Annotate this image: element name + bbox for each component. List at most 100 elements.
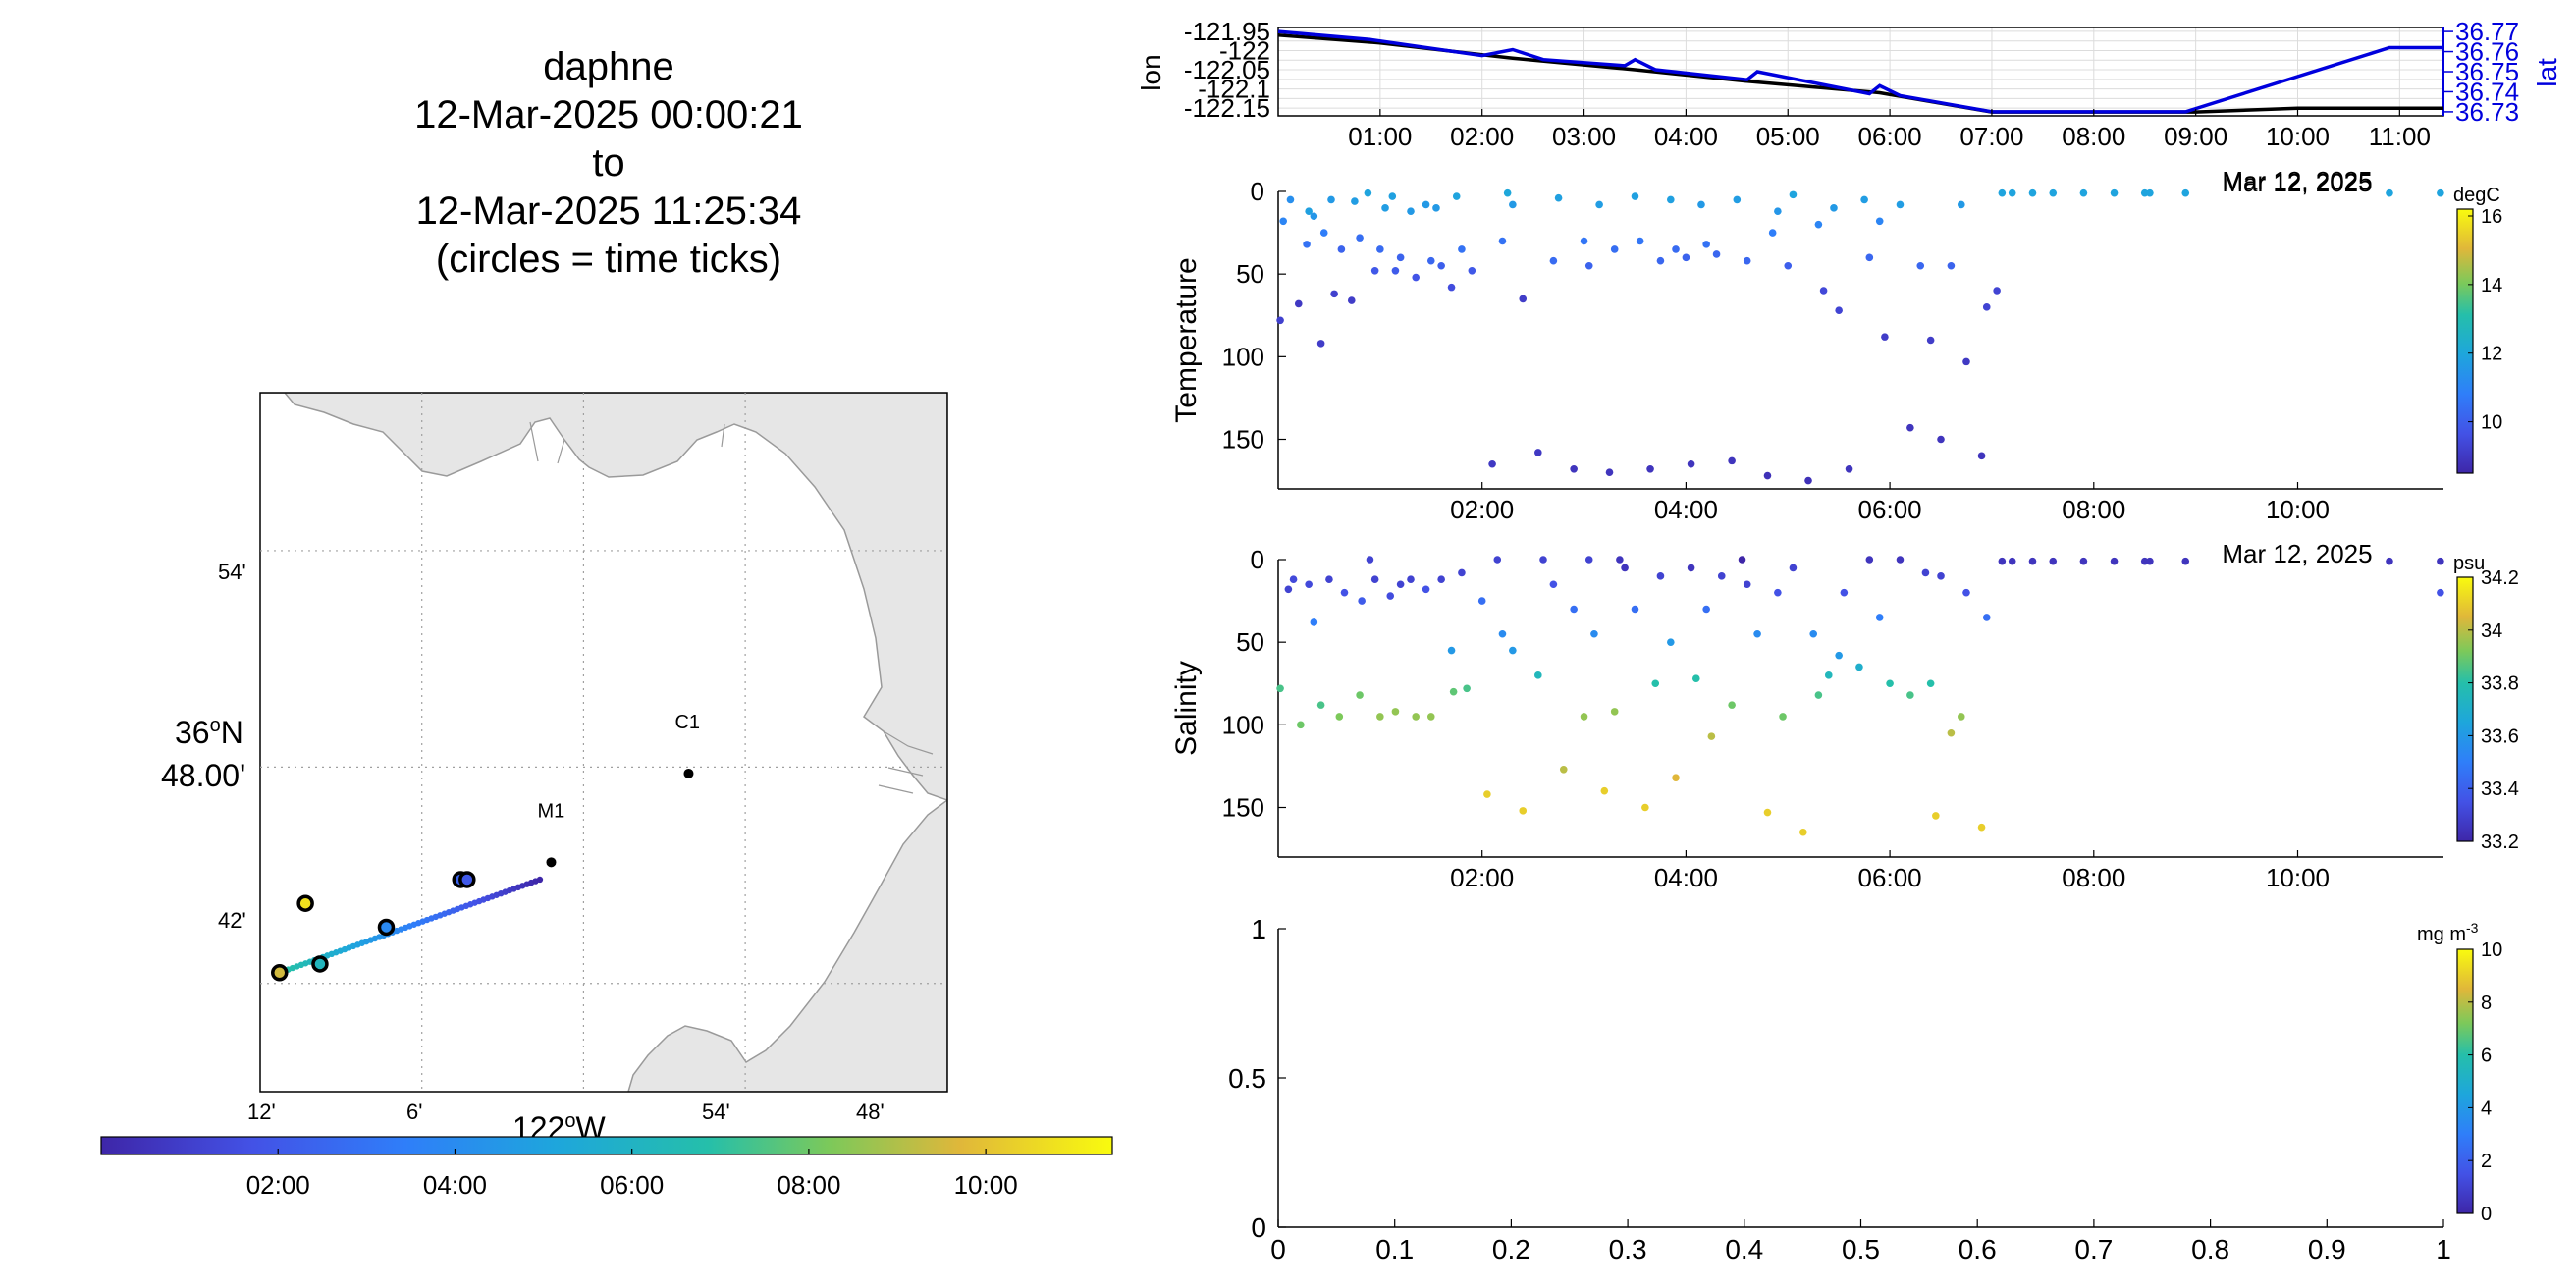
map-lon-tick-48: 48'	[856, 1100, 885, 1124]
salinity-data-point	[1982, 614, 1991, 621]
salinity-data-point	[1463, 684, 1471, 693]
temperature-data-point	[1303, 241, 1311, 248]
salinity-colorbar-label: 33.2	[2481, 832, 2519, 853]
map-grid	[260, 393, 947, 1092]
salinity-data-point	[1534, 671, 1542, 679]
lonlat-xtick-label: 01:00	[1348, 122, 1412, 151]
temperature-data-point	[1875, 217, 1884, 226]
temperature-data-point	[1337, 245, 1346, 253]
temperature-data-point	[1610, 245, 1619, 253]
temperature-data-point	[2181, 188, 2190, 197]
salinity-data-point	[2079, 557, 2088, 565]
temperature-data-point	[1962, 357, 1970, 366]
chl-ytick-label: 1	[1251, 914, 1266, 944]
temperature-data-point	[1396, 253, 1405, 262]
salinity-data-point	[1570, 605, 1578, 614]
lonlat-right-tick-label: 36.74	[2455, 77, 2519, 106]
salinity-data-point	[1580, 713, 1588, 721]
salinity-data-point	[1376, 713, 1384, 721]
temperature-xtick-label: 04:00	[1654, 495, 1718, 524]
temperature-data-point	[1906, 423, 1914, 432]
chl-xtick-label: 0	[1270, 1234, 1286, 1264]
salinity-axis-title: Salinity	[1170, 661, 1203, 756]
salinity-ytick-label: 100	[1222, 710, 1264, 739]
salinity-xtick-label: 02:00	[1450, 863, 1514, 892]
temperature-data-point	[1319, 229, 1328, 237]
temperature-data-point	[1896, 200, 1905, 209]
temperature-colorbar	[2456, 208, 2474, 474]
lonlat-left-axis-title: lon	[1136, 54, 1166, 90]
degree-symbol-lon: o	[564, 1110, 575, 1132]
map-track	[271, 871, 544, 982]
salinity-data-point	[1449, 687, 1458, 696]
salinity-data-point	[1809, 629, 1818, 638]
salinity-data-point	[1937, 572, 1945, 580]
salinity-data-point	[1896, 556, 1905, 564]
salinity-data-point	[1886, 679, 1894, 688]
temperature-data-point	[1789, 190, 1798, 199]
temperature-data-point	[1937, 435, 1945, 444]
temperature-xtick-label: 10:00	[2266, 495, 2330, 524]
salinity-data-point	[1814, 691, 1823, 699]
salinity-data-point	[1855, 663, 1863, 671]
temperature-data-point	[1819, 287, 1828, 295]
temperature-data-point	[1687, 459, 1695, 468]
chlorophyll-panel: 0 0.1 0.2 0.3 0.4 0.5 0.6 0.7 0.8 0.9 100.51024681…	[1228, 914, 2502, 1264]
salinity-data-point	[1998, 557, 2007, 565]
time-colorbar-tick-label: 04:00	[423, 1170, 487, 1200]
time-tick-circle	[311, 955, 329, 973]
temperature-data-point	[1697, 200, 1705, 209]
salinity-data-point	[1590, 629, 1598, 638]
map-lat-deg: 36	[175, 715, 210, 750]
lonlat-xtick-label: 03:00	[1552, 122, 1616, 151]
salinity-data-point	[1600, 786, 1609, 795]
salinity-data-point	[2049, 557, 2058, 565]
chl-colorbar-label: 10	[2481, 939, 2502, 961]
salinity-data-point	[1932, 812, 1940, 820]
salinity-data-point	[1549, 580, 1558, 589]
lonlat-ytick-label: -122.1	[1198, 75, 1270, 104]
salinity-colorbar-label: 33.4	[2481, 778, 2519, 800]
chl-xtick-label: 0.3	[1609, 1234, 1647, 1264]
station-label-c1: C1	[674, 712, 700, 733]
salinity-data-point	[1289, 575, 1298, 583]
temperature-data-point	[1993, 287, 2001, 295]
salinity-date-label: Mar 12, 2025	[2222, 539, 2372, 568]
temperature-data-point	[1310, 212, 1318, 221]
temperature-date-label: Mar 12, 2025	[2222, 166, 2372, 195]
temperature-data-point	[1351, 197, 1359, 205]
lonlat-xtick-label: 06:00	[1858, 122, 1922, 151]
temperature-data-point	[2079, 188, 2088, 197]
temperature-data-point	[1356, 234, 1364, 242]
salinity-data-point	[1584, 556, 1593, 564]
temperature-data-point	[1549, 256, 1558, 265]
temperature-data-point	[1672, 245, 1680, 253]
salinity-ytick-label: 0	[1251, 545, 1264, 574]
salinity-colorbar-label: 34.2	[2481, 567, 2519, 589]
chl-xtick-label: 0.2	[1492, 1234, 1530, 1264]
temperature-data-point	[1743, 256, 1751, 265]
salinity-data-point	[1875, 614, 1884, 621]
salinity-data-point	[1774, 588, 1782, 597]
temperature-ytick-label: 50	[1236, 259, 1264, 289]
salinity-ytick-label: 50	[1236, 627, 1264, 657]
salinity-data-point	[1426, 713, 1435, 721]
salinity-data-point	[2146, 557, 2154, 565]
chl-xtick-label: 0.7	[2074, 1234, 2113, 1264]
salinity-data-point	[1707, 732, 1716, 740]
lonlat-date-label: Mar 12, 2025	[2222, 168, 2372, 197]
temperature-data-point	[1702, 241, 1710, 248]
time-tick-circle	[458, 871, 476, 888]
salinity-data-point	[1753, 629, 1761, 638]
lonlat-right-tick-label: 36.77	[2455, 17, 2519, 46]
salinity-data-point	[1656, 572, 1665, 580]
salinity-panel: 0 50 100 150 02:00 04:00 06:00 08:00 10:00 Mar 12…	[1170, 539, 2519, 892]
temperature-colorbar-label: 10	[2481, 412, 2502, 434]
salinity-data-point	[1284, 585, 1293, 594]
salinity-data-point	[1358, 597, 1366, 605]
temperature-data-point	[1835, 306, 1843, 315]
chl-colorbar-label: 2	[2481, 1151, 2492, 1172]
salinity-data-point	[1483, 790, 1491, 798]
temperature-data-point	[1646, 465, 1654, 473]
degree-symbol: o	[210, 715, 221, 736]
